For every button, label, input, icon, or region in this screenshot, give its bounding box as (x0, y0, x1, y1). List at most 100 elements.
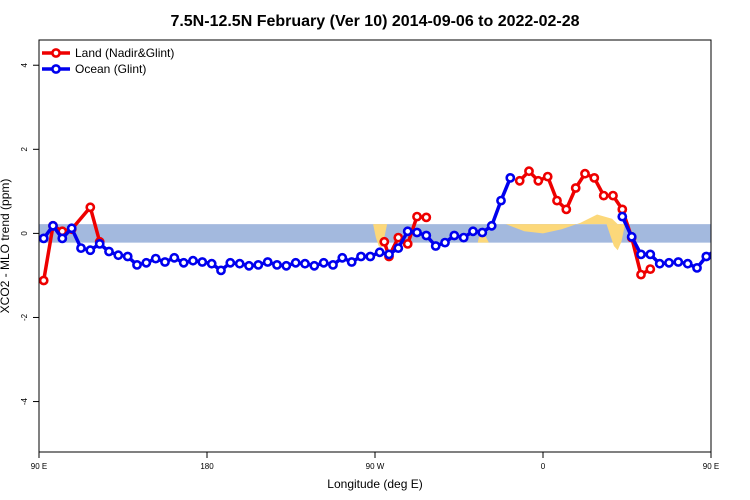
legend-label: Land (Nadir&Glint) (75, 46, 174, 60)
data-point (721, 254, 728, 261)
x-tick-label: 90 W (366, 462, 385, 471)
data-point (328, 259, 338, 270)
data-point (710, 279, 711, 282)
x-tick-label: 90 E (31, 462, 47, 471)
data-point (458, 232, 469, 243)
data-point (160, 257, 170, 267)
data-point (682, 258, 693, 269)
data-point (141, 257, 152, 268)
data-point (253, 259, 264, 270)
data-point (486, 220, 497, 231)
data-point (598, 190, 609, 201)
data-point (244, 260, 254, 271)
data-point (645, 264, 656, 274)
data-point (412, 227, 422, 238)
data-point (39, 275, 49, 286)
data-point (216, 265, 226, 276)
data-point (300, 258, 310, 269)
data-point (104, 246, 114, 257)
axes: 90 E 180 90 W 0 90 E -4 -2 0 2 4 (20, 62, 719, 471)
data-point (66, 223, 77, 234)
y-tick-label: 4 (20, 62, 29, 67)
y-tick-label: -2 (20, 313, 29, 321)
data-point (197, 257, 208, 267)
data-point (402, 238, 413, 249)
data-point (337, 252, 348, 263)
data-point (85, 245, 96, 256)
data-point (346, 257, 357, 267)
data-point (589, 172, 600, 183)
data-point (664, 257, 674, 268)
y-tick-label: 2 (20, 147, 29, 152)
data-point (94, 238, 105, 249)
data-point (421, 230, 432, 241)
data-point (384, 249, 394, 260)
data-point (552, 195, 562, 206)
legend-item: Ocean (Glint) (42, 62, 146, 76)
data-point (505, 172, 516, 183)
data-point (188, 255, 198, 266)
data-point (225, 257, 236, 268)
data-point (721, 242, 728, 249)
data-point (701, 251, 711, 262)
data-point (496, 195, 506, 206)
data-point (740, 235, 747, 242)
data-point (374, 247, 385, 258)
band-excursion-1 (373, 224, 388, 248)
series-layer (39, 166, 747, 286)
data-point (533, 175, 544, 186)
data-point (636, 249, 646, 260)
x-tick-label: 180 (200, 462, 214, 471)
data-point (626, 231, 637, 242)
data-point (477, 227, 488, 238)
chart-title: 7.5N-12.5N February (Ver 10) 2014-09-06 … (170, 13, 579, 30)
data-point (430, 241, 441, 251)
data-point (281, 260, 292, 271)
data-point (570, 183, 581, 193)
data-point (178, 257, 189, 268)
data-point (542, 171, 553, 182)
data-point (169, 252, 180, 263)
reference-band (39, 214, 730, 251)
x-axis-label: Longitude (deg E) (327, 477, 422, 491)
legend-label: Ocean (Glint) (75, 62, 146, 76)
legend-swatch-marker (51, 48, 61, 58)
data-point (692, 262, 702, 273)
data-point (617, 211, 628, 222)
data-point (580, 168, 590, 179)
data-point (402, 226, 413, 237)
data-point (449, 230, 460, 241)
band-excursion-5 (722, 224, 730, 235)
data-point (57, 233, 68, 244)
data-point (234, 258, 245, 269)
data-point (636, 269, 646, 280)
x-tick-label: 0 (541, 462, 546, 471)
data-point (608, 190, 618, 201)
data-point (113, 250, 124, 261)
data-point (673, 257, 684, 267)
data-point (150, 253, 161, 264)
data-point (318, 257, 329, 268)
data-point (39, 233, 49, 244)
x-tick-label: 90 E (703, 462, 719, 471)
data-point (421, 212, 432, 223)
legend-swatch-marker (51, 64, 61, 74)
data-point (731, 238, 738, 245)
plot-frame (38, 39, 712, 453)
data-point (468, 226, 478, 237)
data-point (645, 249, 656, 260)
data-point (48, 220, 58, 231)
legend: Land (Nadir&Glint) Ocean (Glint) (42, 46, 174, 76)
data-point (561, 204, 572, 215)
series-line (41, 205, 102, 281)
data-point (393, 243, 404, 253)
y-tick-label: 0 (20, 231, 29, 236)
data-point (309, 260, 320, 271)
data-point (524, 166, 534, 177)
legend-item: Land (Nadir&Glint) (42, 46, 174, 60)
series-line (716, 258, 725, 281)
series-ocean (39, 172, 747, 276)
data-point (514, 175, 525, 186)
y-axis-label: XCO2 - MLO trend (ppm) (0, 179, 12, 314)
